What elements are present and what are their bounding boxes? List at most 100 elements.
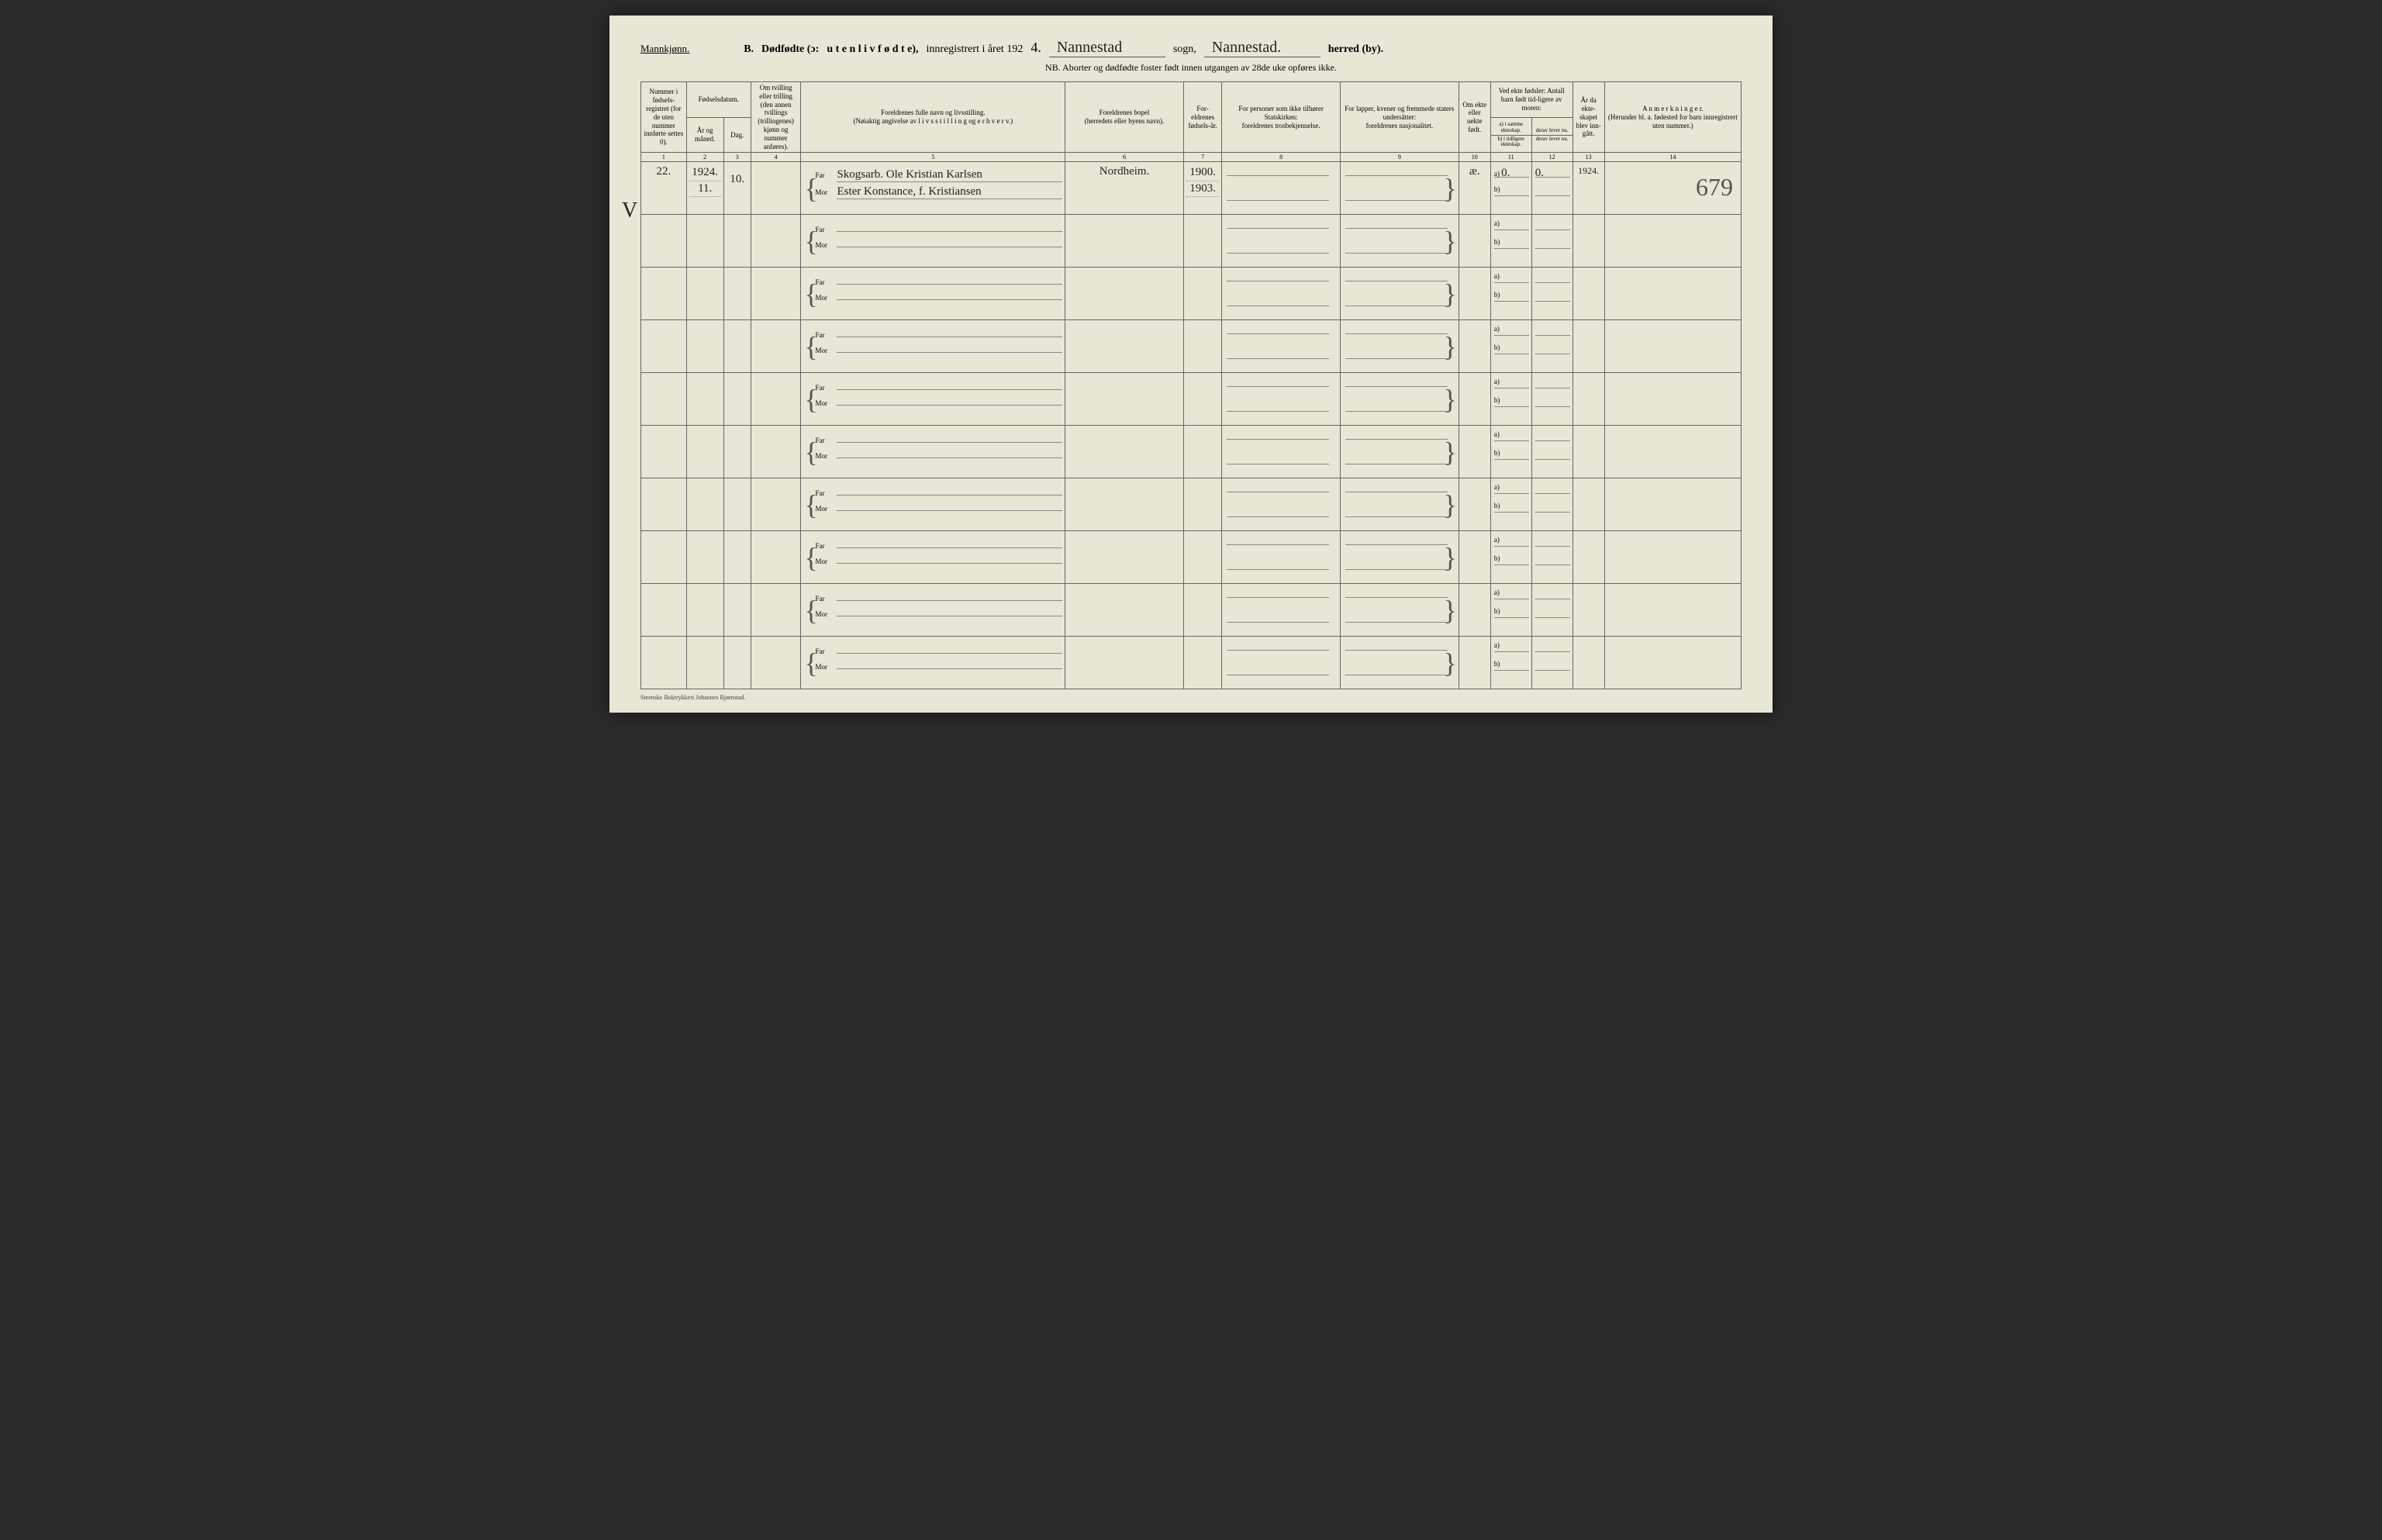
- cell: [1183, 584, 1221, 637]
- left-brace-icon: {: [804, 603, 817, 617]
- sogn-label: sogn,: [1173, 43, 1196, 56]
- line: [1227, 640, 1329, 651]
- line: [1345, 323, 1448, 334]
- line: [1345, 534, 1448, 545]
- cell: [1065, 426, 1184, 478]
- line: [837, 658, 1062, 669]
- line: [1227, 165, 1329, 176]
- line: [1227, 218, 1329, 229]
- cell: [1459, 215, 1490, 268]
- line: [1227, 665, 1329, 675]
- right-brace-icon: }: [1443, 647, 1456, 679]
- cell: [1572, 478, 1604, 531]
- title-pre: Dødfødte (ɔ:: [761, 43, 819, 56]
- line: [837, 553, 1062, 564]
- cell: [1183, 268, 1221, 320]
- cell: [641, 320, 687, 373]
- cell: [1531, 426, 1572, 478]
- cell: [641, 426, 687, 478]
- cell: [641, 584, 687, 637]
- b-label: b): [1494, 396, 1500, 404]
- line: [1227, 376, 1329, 387]
- cell: [1065, 373, 1184, 426]
- line: [1345, 482, 1448, 492]
- title-spaced: u t e n l i v f ø d t e),: [827, 43, 918, 56]
- col12-sub-header: derav lever nu. derav lever nu.: [1531, 118, 1572, 153]
- colnum: 14: [1604, 153, 1741, 162]
- line: [1345, 559, 1448, 570]
- hw-ekte: æ.: [1469, 165, 1480, 178]
- right-brace-icon: }: [1443, 330, 1456, 363]
- col5-top: Foreldrenes fulle navn og livsstilling.: [803, 109, 1062, 117]
- district-handwritten: Nannestad.: [1204, 39, 1320, 57]
- line: [1345, 401, 1448, 412]
- cell: [723, 531, 751, 584]
- cell: [1222, 268, 1341, 320]
- line: [1227, 295, 1329, 306]
- cell: [1222, 426, 1341, 478]
- col10-header: Om ekte eller uekte født.: [1459, 82, 1490, 153]
- cell-parents: {FarMor: [801, 373, 1065, 426]
- cell: [1604, 320, 1741, 373]
- line: [1345, 454, 1448, 464]
- far-label: Far: [815, 171, 832, 179]
- col2-top-header: Fødselsdatum.: [686, 82, 751, 118]
- cell: }: [1340, 320, 1459, 373]
- a-label: a): [1494, 272, 1500, 280]
- col11-sub-header: a) i samme ekteskap. b) i tidligere ekte…: [1490, 118, 1531, 153]
- cell: [1531, 637, 1572, 689]
- cell: [751, 215, 801, 268]
- hw-c13: 1924.: [1578, 165, 1599, 176]
- cell: }: [1340, 531, 1459, 584]
- cell: [723, 478, 751, 531]
- line: [1345, 295, 1448, 306]
- a-label: a): [1494, 219, 1500, 227]
- cell-ekte: æ.: [1459, 162, 1490, 215]
- cell: [723, 637, 751, 689]
- line: [1345, 587, 1448, 598]
- cell: a)b): [1490, 426, 1531, 478]
- cell: [1183, 320, 1221, 373]
- cell-parents: {FarMor: [801, 584, 1065, 637]
- cell-parents: {FarMor: [801, 637, 1065, 689]
- right-brace-icon: }: [1443, 383, 1456, 416]
- cell-bopel: Nordheim.: [1065, 162, 1184, 215]
- colnum: 9: [1340, 153, 1459, 162]
- hw-mor: Ester Konstance, f. Kristiansen: [837, 185, 1062, 199]
- cell: [751, 320, 801, 373]
- cell: [1183, 215, 1221, 268]
- cell: [1604, 478, 1741, 531]
- cell: [686, 320, 723, 373]
- left-brace-icon: {: [804, 656, 817, 670]
- line: [837, 606, 1062, 616]
- col2a-header: År og måned.: [686, 118, 723, 153]
- cell: [1065, 584, 1184, 637]
- b-label: b): [1494, 185, 1500, 193]
- col11-top-header: Ved ekte fødsler: Antall barn født tid-l…: [1490, 82, 1572, 118]
- far-label: Far: [815, 384, 832, 392]
- cell: [751, 426, 801, 478]
- mor-label: Mor: [815, 294, 832, 302]
- cell: }: [1340, 268, 1459, 320]
- cell: [1065, 478, 1184, 531]
- colnum: 5: [801, 153, 1065, 162]
- cell: a)b): [1490, 637, 1531, 689]
- cell: }: [1340, 373, 1459, 426]
- col11d: derav lever nu.: [1532, 136, 1572, 143]
- b-label: b): [1494, 291, 1500, 299]
- col2b-header: Dag.: [723, 118, 751, 153]
- cell: [723, 268, 751, 320]
- col13-header: År da ekte-skapet blev inn-gått.: [1572, 82, 1604, 153]
- cell-parents: {FarMor: [801, 268, 1065, 320]
- cell: [1459, 320, 1490, 373]
- a-label: a): [1494, 641, 1500, 649]
- cell-13: 1924.: [1572, 162, 1604, 215]
- table-row: {FarMor } a)b): [641, 215, 1742, 268]
- line: [1227, 401, 1329, 412]
- colnum: 6: [1065, 153, 1184, 162]
- cell-twin: [751, 162, 801, 215]
- line: [1227, 612, 1329, 623]
- cell: [1572, 320, 1604, 373]
- cell: [751, 478, 801, 531]
- colnum: 4: [751, 153, 801, 162]
